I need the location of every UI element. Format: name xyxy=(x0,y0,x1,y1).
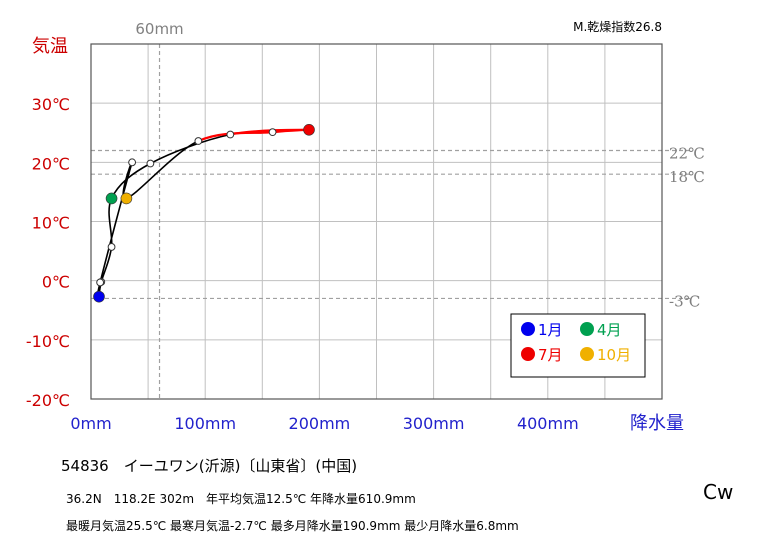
legend-label: 7月 xyxy=(538,346,563,364)
legend-marker xyxy=(580,347,594,361)
reference-label-temp: 18℃ xyxy=(669,168,705,186)
y-axis-title: 気温 xyxy=(32,36,68,57)
y-tick-label: 20℃ xyxy=(32,154,70,173)
y-tick-label: -10℃ xyxy=(26,332,70,351)
month-point-highlight xyxy=(93,290,105,303)
stats-line-1: 36.2N 118.2E 302m 年平均気温12.5℃ 年降水量610.9mm xyxy=(66,492,416,506)
x-tick-label: 400mm xyxy=(517,414,579,433)
dryness-index-label: M.乾燥指数26.8 xyxy=(573,19,662,34)
month-point xyxy=(268,128,277,137)
climate-code: Cw xyxy=(703,480,734,504)
legend-label: 10月 xyxy=(597,346,631,364)
month-point xyxy=(128,158,137,167)
x-tick-label: 200mm xyxy=(289,414,351,433)
month-point xyxy=(226,130,235,139)
y-tick-label: 0℃ xyxy=(42,273,70,292)
reference-label-60mm: 60mm xyxy=(135,20,183,38)
month-point-highlight xyxy=(120,192,133,205)
legend-label: 1月 xyxy=(538,321,563,339)
legend-label: 4月 xyxy=(597,321,622,339)
plot-frame xyxy=(90,43,663,400)
x-axis-title: 降水量 xyxy=(630,413,684,434)
legend-marker xyxy=(521,322,535,336)
legend-marker xyxy=(521,347,535,361)
y-tick-label: 30℃ xyxy=(32,95,70,114)
stats-line-2: 最暖月気温25.5℃ 最寒月気温-2.7℃ 最多月降水量190.9mm 最少月降… xyxy=(66,519,519,533)
hot-curve-segment xyxy=(197,131,273,143)
month-point xyxy=(194,137,203,145)
month-point-highlight xyxy=(303,123,315,136)
y-tick-label: -20℃ xyxy=(26,391,70,410)
x-tick-label: 100mm xyxy=(174,414,236,433)
y-tick-label: 10℃ xyxy=(32,214,70,233)
x-tick-label: 0mm xyxy=(70,414,111,433)
month-point-highlight xyxy=(105,192,118,205)
station-name: 54836 イーユワン(沂源)〔山東省〕(中国) xyxy=(61,457,358,475)
x-tick-label: 300mm xyxy=(403,414,465,433)
legend-marker xyxy=(580,322,594,336)
month-point xyxy=(146,159,155,168)
reference-label-temp: 22℃ xyxy=(669,145,705,163)
reference-label-temp: -3℃ xyxy=(669,292,700,310)
month-point xyxy=(96,278,105,287)
month-point xyxy=(107,243,116,251)
